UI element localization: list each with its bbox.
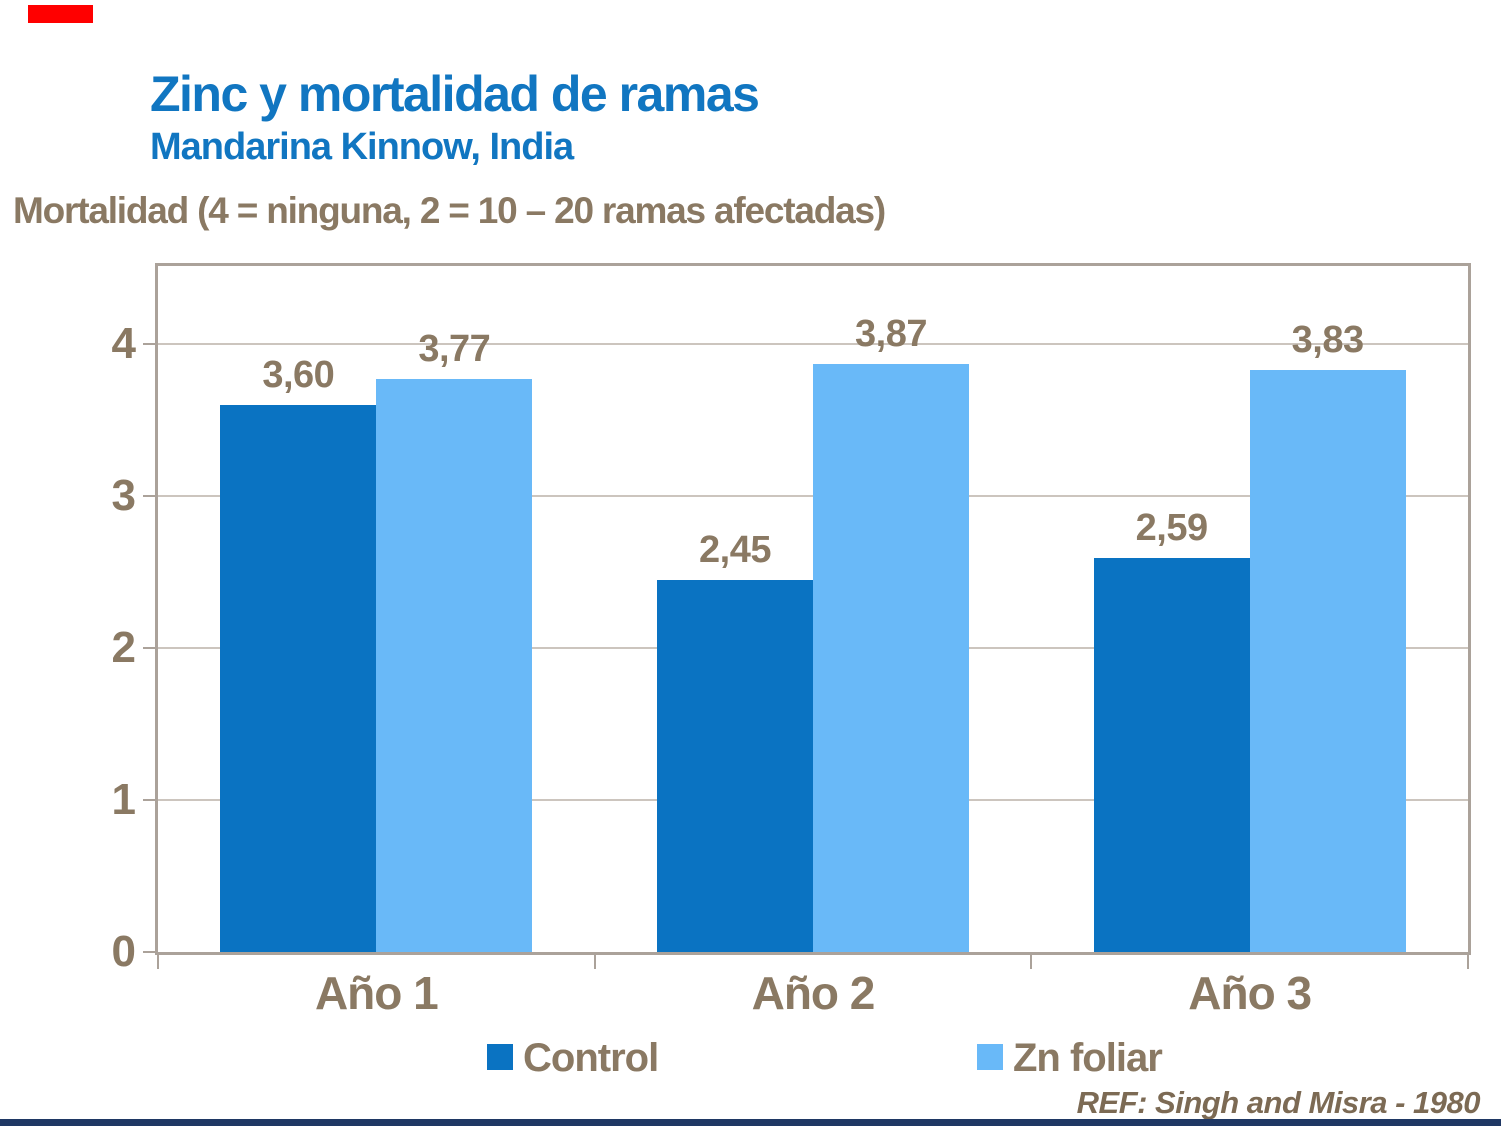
x-tick-mark-0 — [157, 955, 159, 969]
bar-zn-foliar-2 — [813, 364, 969, 952]
legend-label-zn-foliar: Zn foliar — [1013, 1036, 1163, 1080]
y-tick-mark-0 — [143, 951, 158, 953]
red-accent-block — [28, 5, 93, 23]
y-tick-mark-2 — [143, 647, 158, 649]
y-tick-mark-4 — [143, 343, 158, 345]
bar-value-label-3-1: 2,59 — [1135, 507, 1208, 549]
y-tick-label-1: 1 — [111, 775, 136, 824]
x-category-label-1: Año 1 — [314, 967, 439, 1019]
y-tick-label-3: 3 — [111, 471, 136, 520]
x-category-label-3: Año 3 — [1188, 967, 1312, 1019]
y-tick-label-2: 2 — [111, 623, 136, 672]
bar-zn-foliar-1 — [376, 379, 533, 952]
bar-value-label-1-1: 3,60 — [262, 354, 335, 396]
footer-rule — [0, 1119, 1501, 1126]
x-tick-mark-1 — [593, 955, 596, 969]
slide-title: Zinc y mortalidad de ramas — [150, 66, 760, 122]
legend-label-control: Control — [523, 1036, 659, 1080]
y-tick-mark-1 — [143, 799, 158, 801]
bar-value-label-1-2: 3,77 — [418, 328, 491, 370]
y-tick-mark-3 — [143, 495, 158, 497]
x-tick-mark-3 — [1467, 955, 1469, 969]
bar-control-1 — [220, 405, 377, 952]
reference-citation: REF: Singh and Misra - 1980 — [1076, 1085, 1481, 1120]
y-axis-caption: Mortalidad (4 = ninguna, 2 = 10 – 20 ram… — [13, 190, 886, 231]
y-tick-label-0: 0 — [111, 927, 136, 976]
bar-control-2 — [657, 580, 813, 952]
slide-subtitle: Mandarina Kinnow, India — [150, 126, 574, 168]
y-tick-label-4: 4 — [111, 319, 136, 368]
x-tick-mark-2 — [1030, 955, 1033, 969]
bar-zn-foliar-3 — [1249, 370, 1406, 952]
legend-swatch-control — [487, 1044, 513, 1070]
x-category-label-2: Año 2 — [751, 967, 876, 1019]
bar-control-3 — [1093, 558, 1250, 952]
bar-value-label-2-1: 2,45 — [699, 529, 771, 571]
bar-value-label-3-2: 3,83 — [1291, 319, 1364, 361]
legend-swatch-zn-foliar — [977, 1044, 1003, 1070]
gridline-4 — [158, 343, 1468, 345]
bar-value-label-2-2: 3,87 — [855, 313, 927, 355]
